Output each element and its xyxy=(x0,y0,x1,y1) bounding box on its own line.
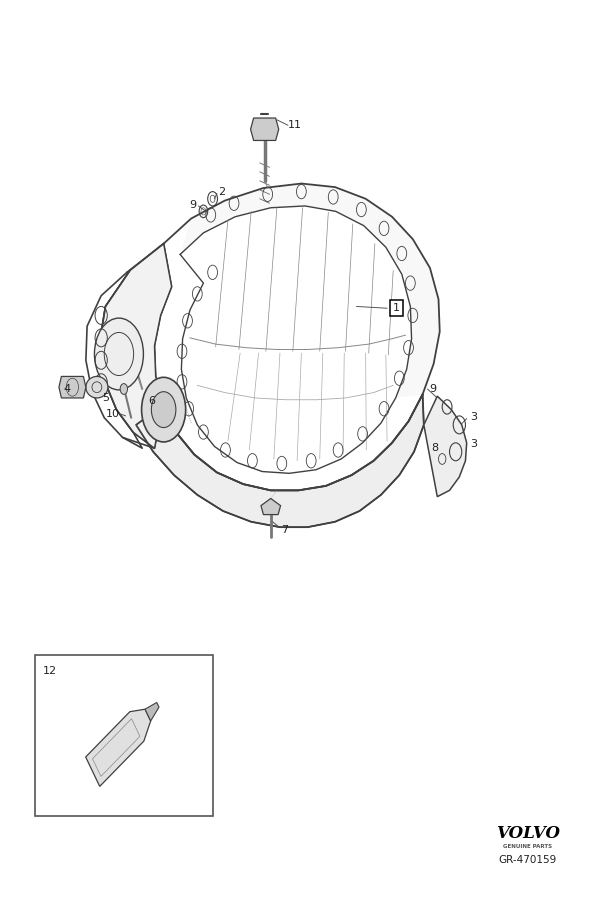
Text: 7: 7 xyxy=(280,525,288,535)
Circle shape xyxy=(95,318,143,390)
Circle shape xyxy=(120,383,127,394)
Polygon shape xyxy=(424,396,467,497)
Text: 3: 3 xyxy=(470,412,477,422)
Ellipse shape xyxy=(86,376,108,398)
Text: 2: 2 xyxy=(218,187,225,197)
Text: 8: 8 xyxy=(431,443,438,454)
Polygon shape xyxy=(85,709,151,787)
Text: 10: 10 xyxy=(106,410,120,419)
Polygon shape xyxy=(261,499,280,515)
Polygon shape xyxy=(59,376,86,398)
Circle shape xyxy=(141,377,186,442)
Polygon shape xyxy=(100,244,172,448)
Text: 6: 6 xyxy=(148,396,155,406)
Polygon shape xyxy=(145,702,159,721)
Text: 9: 9 xyxy=(189,200,196,210)
Polygon shape xyxy=(136,394,424,527)
Text: 9: 9 xyxy=(429,384,437,394)
Polygon shape xyxy=(250,118,279,140)
Text: 3: 3 xyxy=(470,438,477,449)
Text: 1: 1 xyxy=(393,303,400,313)
Circle shape xyxy=(151,392,176,428)
Text: 12: 12 xyxy=(43,666,57,676)
Bar xyxy=(35,654,213,816)
Text: 5: 5 xyxy=(102,393,109,403)
Polygon shape xyxy=(180,184,440,398)
Text: GENUINE PARTS: GENUINE PARTS xyxy=(503,844,552,849)
Text: 4: 4 xyxy=(63,384,71,394)
Text: 11: 11 xyxy=(288,121,302,130)
Text: VOLVO: VOLVO xyxy=(496,824,560,842)
Text: GR-470159: GR-470159 xyxy=(499,855,557,865)
